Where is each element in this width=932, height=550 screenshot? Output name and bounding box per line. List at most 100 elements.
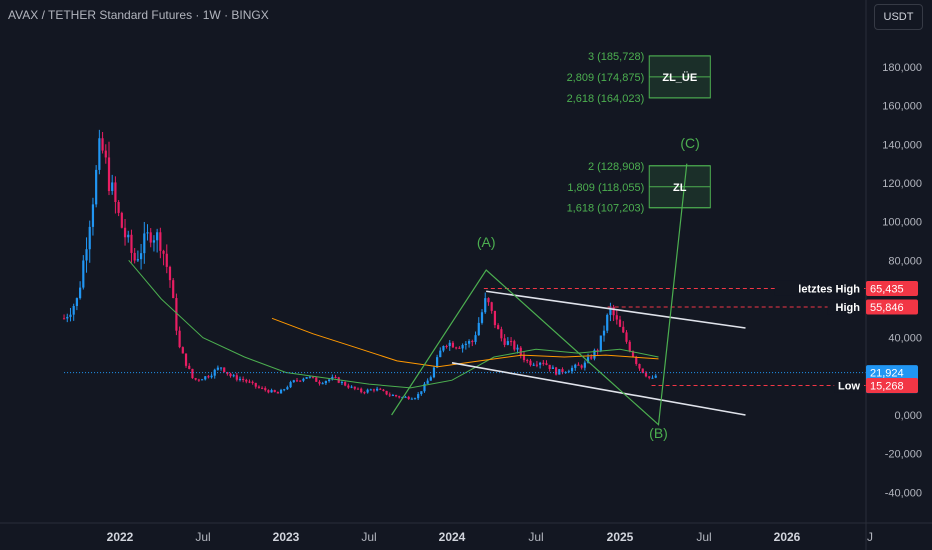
x-tick-label: 2025 bbox=[607, 530, 634, 544]
candle-body bbox=[257, 386, 261, 388]
candle-body bbox=[545, 363, 548, 365]
candle-body bbox=[445, 346, 448, 348]
candle-body bbox=[75, 298, 78, 306]
candle-body bbox=[331, 376, 334, 380]
candle-body bbox=[532, 364, 535, 366]
candle-body bbox=[599, 335, 602, 351]
candle-body bbox=[162, 250, 165, 254]
candle-body bbox=[156, 232, 159, 241]
candle-body bbox=[480, 312, 484, 323]
candle-body bbox=[165, 253, 168, 267]
candle-body bbox=[635, 356, 638, 364]
side-label: High bbox=[836, 302, 861, 314]
candle-body bbox=[311, 376, 315, 378]
candle-body bbox=[130, 234, 133, 253]
candle-body bbox=[382, 389, 385, 391]
candle-body bbox=[210, 375, 213, 378]
price-tag-value: 15,268 bbox=[870, 380, 904, 392]
y-tick-label: 120,000 bbox=[882, 178, 922, 190]
candle-body bbox=[426, 380, 429, 384]
candle-body bbox=[471, 341, 474, 343]
candle-body bbox=[586, 357, 590, 363]
candle-body bbox=[104, 150, 107, 158]
candle-body bbox=[391, 395, 395, 397]
x-tick-label: Jul bbox=[696, 530, 711, 544]
fib-zone-upper-level-label: 2,809 (174,875) bbox=[567, 72, 645, 84]
candle-body bbox=[149, 232, 152, 243]
candle-body bbox=[407, 396, 410, 399]
drawings-layer: (A) (B) (C) 3 (185,728) 2,809 (174,875) 2,618… bbox=[64, 51, 866, 441]
y-tick-label: 160,000 bbox=[882, 101, 922, 113]
candle-body bbox=[273, 390, 276, 393]
candle-body bbox=[580, 365, 583, 368]
candle-body bbox=[360, 388, 363, 393]
candle-body bbox=[107, 157, 111, 192]
candle-body bbox=[590, 357, 593, 359]
candle-body bbox=[539, 362, 542, 365]
wave-label: (B) bbox=[649, 425, 668, 441]
candle-body bbox=[238, 378, 242, 380]
candle-body bbox=[200, 379, 204, 381]
candle-body bbox=[321, 383, 324, 385]
candle-body bbox=[394, 395, 398, 397]
candle-body bbox=[191, 368, 194, 379]
candle-body bbox=[235, 375, 238, 380]
side-label: letztes High bbox=[798, 283, 860, 295]
candle-body bbox=[423, 383, 426, 392]
candle-body bbox=[66, 316, 69, 319]
candle-body bbox=[276, 392, 279, 394]
candle-body bbox=[159, 232, 162, 251]
candle-body bbox=[363, 392, 366, 394]
candle-body bbox=[442, 346, 445, 351]
candle-body bbox=[648, 376, 651, 378]
price-tag bbox=[866, 377, 918, 393]
candle-body bbox=[245, 379, 248, 382]
candle-body bbox=[62, 318, 66, 320]
candle-body bbox=[82, 260, 85, 288]
candle-body bbox=[388, 394, 391, 396]
candle-body bbox=[638, 363, 641, 369]
candle-body bbox=[286, 387, 289, 390]
candle-body bbox=[328, 379, 331, 382]
x-tick-label: Jul bbox=[195, 530, 210, 544]
candle-body bbox=[493, 310, 497, 326]
x-tick-label: 2023 bbox=[273, 530, 300, 544]
candle-body bbox=[497, 325, 500, 330]
candle-body bbox=[622, 326, 625, 333]
candle-body bbox=[315, 377, 318, 382]
candle-body bbox=[376, 388, 379, 391]
candle-body bbox=[251, 381, 254, 383]
channel-upper-line bbox=[486, 290, 746, 329]
candle-body bbox=[175, 298, 178, 331]
candle-body bbox=[120, 212, 123, 228]
candle-body bbox=[410, 398, 413, 400]
candle-body bbox=[467, 341, 471, 344]
candle-body bbox=[628, 341, 631, 352]
candle-body bbox=[529, 360, 532, 366]
candle-body bbox=[85, 249, 88, 261]
candle-body bbox=[602, 330, 606, 336]
candle-body bbox=[324, 381, 327, 384]
candle-body bbox=[184, 353, 188, 366]
candle-body bbox=[500, 329, 503, 339]
candle-body bbox=[88, 226, 91, 250]
y-tick-label: 40,000 bbox=[888, 333, 922, 345]
candle-body bbox=[644, 372, 648, 377]
candle-body bbox=[292, 380, 295, 383]
candle-body bbox=[178, 330, 181, 348]
currency-button[interactable]: USDT bbox=[874, 4, 923, 30]
candle-body bbox=[69, 314, 72, 317]
candle-body bbox=[612, 307, 615, 316]
candle-body bbox=[490, 302, 493, 311]
price-tag bbox=[866, 280, 918, 296]
candle-body bbox=[143, 233, 146, 254]
candle-body bbox=[429, 377, 432, 381]
candle-body bbox=[279, 389, 283, 394]
candle-body bbox=[95, 169, 98, 205]
candles-layer bbox=[62, 129, 657, 401]
candle-body bbox=[344, 382, 347, 386]
candle-body bbox=[347, 385, 350, 388]
candle-body bbox=[558, 369, 561, 375]
candle-body bbox=[379, 388, 382, 390]
